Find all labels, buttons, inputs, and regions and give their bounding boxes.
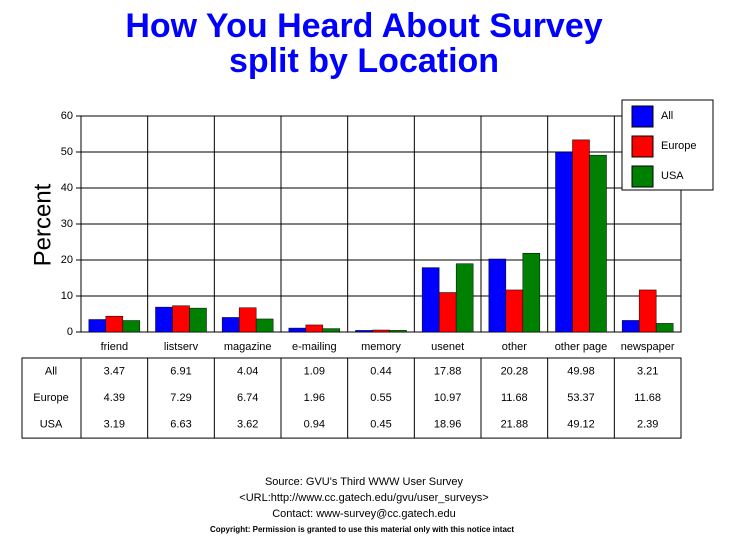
table-cell: 0.55 <box>370 392 391 404</box>
legend-label: USA <box>661 170 684 182</box>
bar <box>355 330 373 333</box>
table-cell: 17.88 <box>434 365 462 377</box>
table-cell: 0.45 <box>370 419 391 431</box>
table-cell: 4.39 <box>104 392 125 404</box>
bar <box>372 329 390 333</box>
table-cell: 6.63 <box>170 419 191 431</box>
table-cell: 49.98 <box>567 365 595 377</box>
y-tick-label: 10 <box>61 290 73 302</box>
table-border <box>21 357 682 439</box>
chart-subtitle: split by Location <box>229 42 499 80</box>
bar <box>638 289 657 333</box>
table-cell: 53.37 <box>567 392 595 404</box>
table-cell: 11.68 <box>501 392 528 404</box>
y-tick-label: 40 <box>61 182 73 194</box>
table-cell: 18.96 <box>434 419 462 431</box>
x-tick-label: usenet <box>431 341 464 353</box>
y-tick-label: 60 <box>61 110 73 122</box>
x-tick-label: listserv <box>164 341 199 353</box>
bar <box>438 292 457 333</box>
bar <box>122 320 141 333</box>
y-tick-label: 0 <box>67 326 73 338</box>
bar <box>488 258 507 333</box>
legend-swatch <box>631 165 654 188</box>
bar <box>455 263 474 333</box>
table-cell: 21.88 <box>501 419 529 431</box>
x-tick-label: magazine <box>224 341 272 353</box>
table-cell: 2.39 <box>637 419 658 431</box>
table-cell: 49.12 <box>567 419 595 431</box>
source-note: <URL:http://www.cc.gatech.edu/gvu/user_s… <box>239 492 488 504</box>
x-tick-label: friend <box>101 341 129 353</box>
table-cell: 3.62 <box>237 419 258 431</box>
bar <box>288 327 307 333</box>
legend-label: All <box>661 110 673 122</box>
y-tick-label: 30 <box>61 218 73 230</box>
bar <box>555 151 573 333</box>
y-tick-label: 50 <box>61 146 73 158</box>
bar <box>421 267 440 333</box>
legend-swatch <box>631 135 654 158</box>
y-tick-label: 20 <box>61 254 73 266</box>
source-note: Contact: www-survey@cc.gatech.edu <box>272 508 456 520</box>
x-tick-label: other <box>502 341 527 353</box>
table-cell: 7.29 <box>170 392 191 404</box>
x-tick-label: other page <box>555 341 608 353</box>
x-tick-label: newspaper <box>621 341 675 353</box>
table-cell: 3.47 <box>104 365 125 377</box>
table-cell: 0.44 <box>370 365 391 377</box>
bar <box>221 317 240 333</box>
bar <box>238 307 257 333</box>
bar <box>522 252 541 333</box>
table-cell: 6.91 <box>170 365 191 377</box>
table-cell: 20.28 <box>501 365 529 377</box>
bar <box>189 307 207 333</box>
bar <box>505 289 524 333</box>
legend-swatch <box>631 105 654 128</box>
x-tick-label: e-mailing <box>292 341 337 353</box>
table-cell: 6.74 <box>237 392 258 404</box>
bar <box>305 324 324 333</box>
bar <box>105 315 124 333</box>
table-cell: 0.94 <box>304 419 325 431</box>
bar <box>88 319 107 333</box>
bar <box>172 305 190 333</box>
table-cell: 10.97 <box>434 392 462 404</box>
bar <box>589 154 607 333</box>
table-cell: 1.09 <box>304 365 325 377</box>
bar <box>655 323 674 333</box>
bar <box>255 318 274 333</box>
table-row-label: Europe <box>33 392 68 404</box>
table-row-label: USA <box>40 419 63 431</box>
table-row-label: All <box>45 365 57 377</box>
bar <box>389 330 407 333</box>
bar <box>155 306 173 333</box>
table-cell: 11.68 <box>634 392 661 404</box>
bar <box>621 320 640 333</box>
source-note: Source: GVU's Third WWW User Survey <box>265 476 464 488</box>
table-cell: 3.19 <box>104 419 125 431</box>
legend-label: Europe <box>661 140 696 152</box>
table-cell: 1.96 <box>304 392 325 404</box>
chart-title: How You Heard About Survey <box>125 7 602 45</box>
table-cell: 4.04 <box>237 365 258 377</box>
copyright: Copyright: Permission is granted to use … <box>210 525 514 534</box>
table-cell: 3.21 <box>637 365 658 377</box>
bar <box>322 328 341 333</box>
bar <box>572 139 590 333</box>
y-axis-label: Percent <box>29 183 56 266</box>
x-tick-label: memory <box>361 341 401 353</box>
